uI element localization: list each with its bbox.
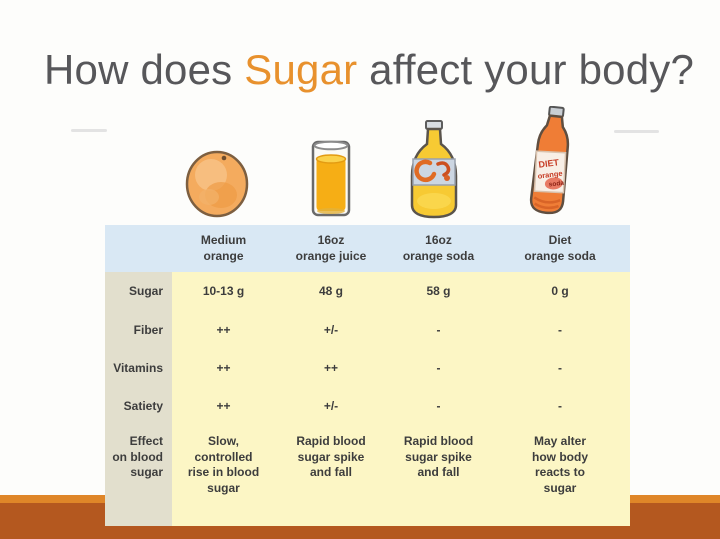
cell-effect-diet: May alter how body reacts to sugar — [490, 426, 630, 526]
comparison-table: Medium orange 16oz orange juice 16oz ora… — [105, 225, 630, 526]
cell-sugar-soda: 58 g — [387, 272, 490, 312]
cell-vitamins-diet: - — [490, 350, 630, 388]
column-header-medium-orange: Medium orange — [172, 225, 275, 272]
orange-fruit-icon — [183, 142, 251, 225]
row-label-fiber: Fiber — [105, 312, 172, 350]
cell-effect-soda: Rapid blood sugar spike and fall — [387, 426, 490, 526]
cell-vitamins-soda: - — [387, 350, 490, 388]
cell-fiber-juice: +/- — [275, 312, 387, 350]
title-prefix: How does — [44, 46, 245, 93]
row-label-effect-on-blood-sugar: Effect on blood sugar — [105, 426, 172, 526]
cell-effect-orange: Slow, controlled rise in blood sugar — [172, 426, 275, 526]
table-corner-cell — [105, 225, 172, 272]
column-header-orange-juice: 16oz orange juice — [275, 225, 387, 272]
orange-soda-bottle-icon — [403, 119, 465, 225]
cell-fiber-diet: - — [490, 312, 630, 350]
divider-dash-right — [614, 130, 659, 133]
cell-satiety-diet: - — [490, 388, 630, 426]
row-label-vitamins: Vitamins — [105, 350, 172, 388]
title-highlight-sugar: Sugar — [244, 46, 358, 93]
cell-fiber-soda: - — [387, 312, 490, 350]
cell-vitamins-juice: ++ — [275, 350, 387, 388]
cell-satiety-orange: ++ — [172, 388, 275, 426]
cell-satiety-soda: - — [387, 388, 490, 426]
row-label-satiety: Satiety — [105, 388, 172, 426]
cell-sugar-diet: 0 g — [490, 272, 630, 312]
orange-juice-glass-icon — [309, 136, 353, 225]
divider-dash-left — [71, 129, 107, 132]
cell-fiber-orange: ++ — [172, 312, 275, 350]
title-suffix: affect your body? — [357, 46, 695, 93]
cell-sugar-orange: 10-13 g — [172, 272, 275, 312]
cell-effect-juice: Rapid blood sugar spike and fall — [275, 426, 387, 526]
cell-satiety-juice: +/- — [275, 388, 387, 426]
slide-title: How does Sugar affect your body? — [44, 46, 704, 94]
cell-vitamins-orange: ++ — [172, 350, 275, 388]
diet-label-text-diet: DIET — [538, 157, 560, 169]
row-label-sugar: Sugar — [105, 272, 172, 312]
diet-label-text-soda: soda — [548, 180, 564, 189]
column-header-orange-soda: 16oz orange soda — [387, 225, 490, 272]
diet-label-text-orange: orange — [537, 169, 563, 181]
column-header-diet-orange-soda: Diet orange soda — [490, 225, 630, 272]
diet-orange-soda-bottle-icon: DIET orange soda — [518, 105, 584, 225]
cell-sugar-juice: 48 g — [275, 272, 387, 312]
